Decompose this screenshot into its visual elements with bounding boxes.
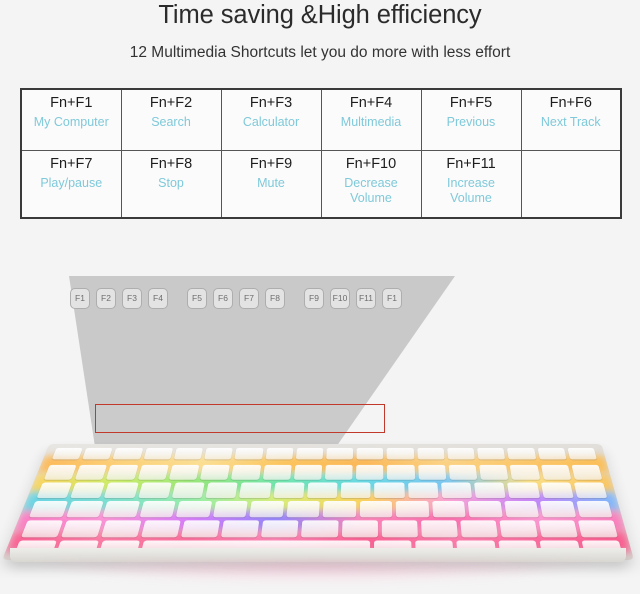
shortcut-cell-f8: Fn+F8 Stop [120, 150, 222, 219]
page-title: Time saving &High efficiency [158, 1, 482, 29]
key-combo: Fn+F6 [549, 95, 592, 111]
mechanical-keyboard-image [0, 398, 640, 594]
key-action: Next Track [540, 115, 601, 129]
keyboard-body [2, 444, 634, 560]
page-subtitle: 12 Multimedia Shortcuts let you do more … [129, 44, 511, 61]
key-combo: Fn+F2 [149, 95, 193, 111]
key-action: Calculator [242, 115, 300, 129]
shortcut-table: Fn+F1 My Computer Fn+F2 Search Fn+F3 Cal… [20, 88, 622, 219]
table-row: Fn+F1 My Computer Fn+F2 Search Fn+F3 Cal… [20, 88, 622, 151]
keyboard-underglow [26, 562, 606, 584]
key-combo: Fn+F4 [349, 95, 393, 111]
shortcut-cell-empty [520, 150, 622, 219]
callout-key-f12: F1 [382, 287, 402, 309]
shortcut-cell-f2: Fn+F2 Search [120, 88, 222, 151]
key-action: My Computer [33, 115, 109, 129]
shortcut-cell-f11: Fn+F11 Increase Volume [420, 150, 522, 219]
keycap-row-function [51, 447, 597, 460]
header: Time saving &High efficiency 12 Multimed… [0, 0, 640, 80]
callout-key-f8: F8 [265, 287, 285, 309]
key-action: Stop [158, 176, 184, 190]
callout-key-f3: F3 [122, 287, 142, 309]
keycaps [2, 444, 634, 560]
product-photo: F1 F2 F3 F4 F5 F6 F7 F8 F9 F10 F11 F1 [0, 230, 640, 594]
key-combo: Fn+F10 [345, 156, 397, 172]
keycap-row-home [28, 501, 613, 518]
callout-key-f5: F5 [187, 287, 207, 309]
key-action: Play/pause [40, 176, 103, 190]
table-row: Fn+F7 Play/pause Fn+F8 Stop Fn+F9 Mute F… [20, 150, 622, 219]
shortcut-cell-f1: Fn+F1 My Computer [20, 88, 122, 151]
key-combo: Fn+F9 [249, 156, 293, 172]
shortcut-cell-f7: Fn+F7 Play/pause [20, 150, 122, 219]
shortcut-cell-f3: Fn+F3 Calculator [220, 88, 322, 151]
key-combo: Fn+F11 [446, 156, 496, 172]
keyboard-base-plate [10, 548, 626, 562]
keycap-row-number [43, 464, 603, 480]
callout-key-f2: F2 [96, 287, 116, 309]
key-action: Mute [257, 176, 285, 190]
shortcut-cell-f5: Fn+F5 Previous [420, 88, 522, 151]
key-action: Previous [446, 115, 496, 129]
callout-key-f1: F1 [70, 287, 90, 309]
key-action: Increase Volume [447, 176, 495, 205]
key-combo: Fn+F3 [249, 95, 293, 111]
shortcut-cell-f6: Fn+F6 Next Track [520, 88, 622, 151]
keycap-row-bottom-letters [20, 520, 618, 538]
keycap-row-qwerty [36, 482, 608, 499]
callout-key-f7: F7 [239, 287, 259, 309]
key-combo: Fn+F5 [449, 95, 493, 111]
shortcut-cell-f9: Fn+F9 Mute [220, 150, 322, 219]
shortcut-cell-f4: Fn+F4 Multimedia [320, 88, 422, 151]
callout-key-f10: F10 [330, 287, 350, 309]
key-action: Search [151, 115, 191, 129]
key-action: Multimedia [340, 115, 402, 129]
callout-key-f6: F6 [213, 287, 233, 309]
callout-key-f11: F11 [356, 287, 376, 309]
callout-function-key-row: F1 F2 F3 F4 F5 F6 F7 F8 F9 F10 F11 F1 [70, 284, 440, 312]
key-combo: Fn+F8 [149, 156, 193, 172]
callout-key-f4: F4 [148, 287, 168, 309]
shortcut-cell-f10: Fn+F10 Decrease Volume [320, 150, 422, 219]
key-action: Decrease Volume [344, 176, 398, 205]
function-row-highlight-box [95, 404, 385, 433]
key-combo: Fn+F1 [50, 95, 93, 111]
callout-key-f9: F9 [304, 287, 324, 309]
key-combo: Fn+F7 [50, 156, 93, 172]
